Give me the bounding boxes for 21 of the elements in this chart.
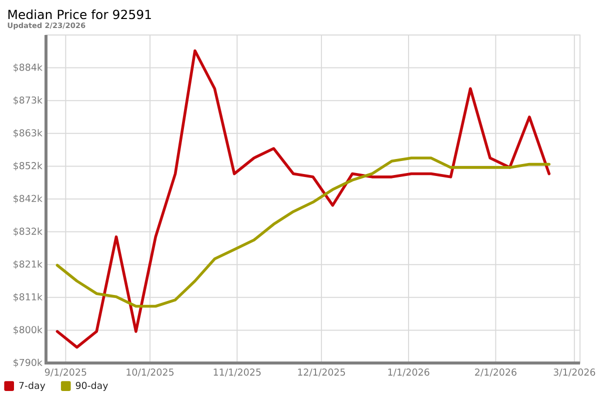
y-tick-label: $873k xyxy=(14,96,42,105)
y-tick-label: $842k xyxy=(14,194,42,204)
x-tick-label: 10/1/2025 xyxy=(126,368,174,376)
y-tick-label: $832k xyxy=(14,227,42,236)
line-series xyxy=(56,49,550,349)
legend-label: 7-day xyxy=(19,382,46,391)
y-tick-label: $811k xyxy=(14,293,42,302)
chart-title: Median Price for 92591 xyxy=(8,9,151,20)
legend-label: 90-day xyxy=(76,382,108,391)
x-tick-label: 3/1/2026 xyxy=(554,368,596,376)
y-tick-label: $884k xyxy=(14,63,42,72)
y-tick-label: $800k xyxy=(14,326,42,334)
x-tick-label: 1/1/2026 xyxy=(388,368,430,376)
x-tick-label: 12/1/2025 xyxy=(298,368,345,376)
x-tick-label: 11/1/2025 xyxy=(214,368,261,376)
x-tick-label: 9/1/2025 xyxy=(44,368,86,376)
y-tick-label: $852k xyxy=(14,162,42,170)
y-tick-label: $863k xyxy=(14,129,42,138)
x-tick-label: 2/1/2026 xyxy=(475,368,516,376)
y-tick-label: $821k xyxy=(14,260,42,269)
y-tick-label: $790k xyxy=(14,358,42,368)
